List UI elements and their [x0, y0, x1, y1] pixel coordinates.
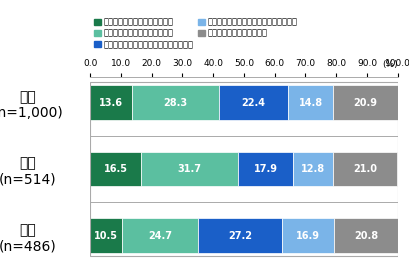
Text: 16.5: 16.5 [103, 164, 127, 174]
Text: 20.8: 20.8 [353, 231, 377, 241]
Bar [238, 152, 293, 186]
Text: 27.2: 27.2 [228, 231, 252, 241]
Bar [281, 218, 333, 253]
Text: 17.9: 17.9 [253, 164, 277, 174]
Bar [198, 218, 281, 253]
Bar [132, 85, 218, 120]
Text: 12.8: 12.8 [300, 164, 324, 174]
Text: 13.6: 13.6 [99, 98, 123, 108]
Bar [90, 152, 141, 186]
Text: 24.7: 24.7 [148, 231, 172, 241]
Bar [333, 218, 397, 253]
Text: 14.8: 14.8 [298, 98, 322, 108]
Bar [90, 218, 122, 253]
Bar [218, 85, 287, 120]
Text: 16.9: 16.9 [295, 231, 319, 241]
Legend: ほとんどの教員を信頼していた, 半数以上の教員を信頼していた, 信頼していた教員は半数より少なかった, 信頼していた教員はほとんどいなかった, わからない／覚え: ほとんどの教員を信頼していた, 半数以上の教員を信頼していた, 信頼していた教員… [94, 18, 297, 49]
Bar [293, 152, 332, 186]
Bar [332, 152, 396, 186]
Bar [122, 218, 198, 253]
Text: 28.3: 28.3 [163, 98, 187, 108]
Bar [287, 85, 333, 120]
Bar [333, 85, 397, 120]
Text: 20.9: 20.9 [353, 98, 377, 108]
Bar [90, 85, 132, 120]
Text: (%): (%) [381, 60, 397, 69]
Text: 10.5: 10.5 [94, 231, 118, 241]
Text: 21.0: 21.0 [352, 164, 376, 174]
Text: 22.4: 22.4 [241, 98, 265, 108]
Bar [141, 152, 238, 186]
Text: 31.7: 31.7 [177, 164, 201, 174]
